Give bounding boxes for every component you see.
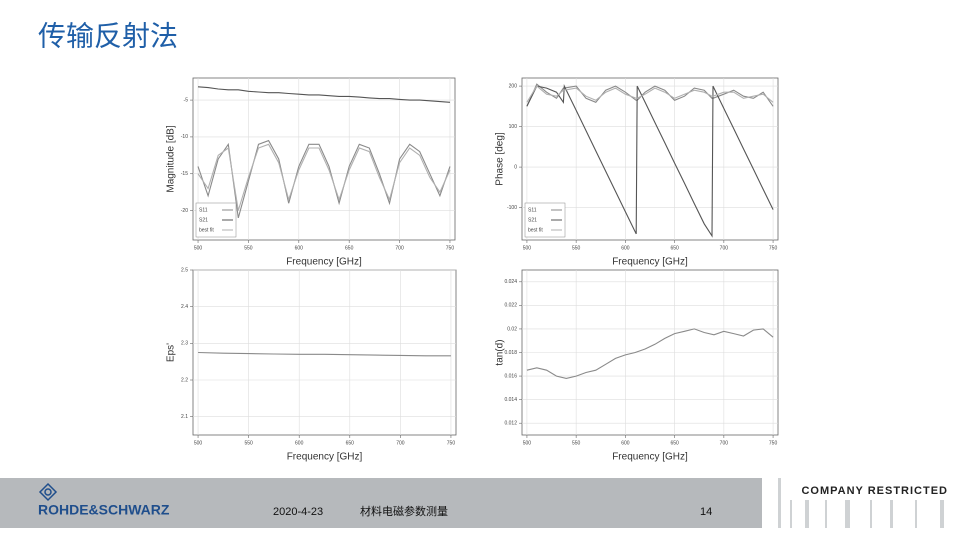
y-tick-label: 0.012 xyxy=(504,421,517,427)
y-tick-label: 0.014 xyxy=(504,397,517,403)
x-tick-label: 550 xyxy=(244,440,253,446)
legend-label: S21 xyxy=(528,217,537,223)
x-tick-label: 750 xyxy=(769,245,778,251)
x-tick-label: 650 xyxy=(670,245,679,251)
x-tick-label: 550 xyxy=(572,245,581,251)
legend-label: S21 xyxy=(199,217,208,223)
x-tick-label: 650 xyxy=(345,245,354,251)
y-tick-label: 0.022 xyxy=(504,303,517,309)
y-tick-label: 0.02 xyxy=(507,326,517,332)
legend-label: S11 xyxy=(528,207,537,213)
x-tick-label: 750 xyxy=(447,440,456,446)
y-tick-label: 2.2 xyxy=(181,377,188,383)
y-tick-label: 0.016 xyxy=(504,373,517,379)
data-line xyxy=(526,85,774,103)
date: 2020-4-23 xyxy=(273,506,323,518)
x-tick-label: 700 xyxy=(720,245,729,251)
slide-title: 传输反射法 xyxy=(38,20,178,51)
data-line xyxy=(197,139,451,219)
logo-icon xyxy=(38,482,58,502)
legend-label: best fit xyxy=(199,227,214,233)
y-tick-label: -15 xyxy=(181,171,188,177)
y-axis-label: Eps' xyxy=(166,343,177,362)
y-axis-label: Magnitude [dB] xyxy=(166,125,177,192)
y-tick-label: -100 xyxy=(507,205,517,211)
x-axis-label: Frequency [GHz] xyxy=(612,257,688,268)
footer-bar xyxy=(0,478,762,528)
x-tick-label: 500 xyxy=(194,440,203,446)
y-axis-label: tan(d) xyxy=(495,339,506,365)
brand: ROHDE&SCHWARZ xyxy=(38,502,170,518)
y-tick-label: 100 xyxy=(509,124,518,130)
y-tick-label: 0.024 xyxy=(504,279,517,285)
x-tick-label: 500 xyxy=(523,245,532,251)
x-tick-label: 600 xyxy=(621,245,630,251)
x-tick-label: 600 xyxy=(295,440,304,446)
y-tick-label: 200 xyxy=(509,83,518,89)
topic: 材料电磁参数测量 xyxy=(360,504,448,518)
x-tick-label: 550 xyxy=(572,440,581,446)
footer-stripes xyxy=(778,478,944,528)
x-tick-label: 700 xyxy=(720,440,729,446)
x-tick-label: 500 xyxy=(523,440,532,446)
x-tick-label: 550 xyxy=(244,245,253,251)
x-axis-label: Frequency [GHz] xyxy=(287,452,363,463)
x-tick-label: 700 xyxy=(395,245,404,251)
page-number: 14 xyxy=(700,506,712,518)
y-tick-label: -10 xyxy=(181,134,188,140)
data-line xyxy=(198,351,451,357)
x-tick-label: 750 xyxy=(769,440,778,446)
x-tick-label: 650 xyxy=(670,440,679,446)
x-tick-label: 600 xyxy=(621,440,630,446)
data-line xyxy=(526,328,774,379)
plot-area xyxy=(192,269,457,436)
y-tick-label: -20 xyxy=(181,208,188,214)
y-tick-label: 0.018 xyxy=(504,350,517,356)
y-tick-label: 2.5 xyxy=(181,267,188,273)
y-tick-label: 2.4 xyxy=(181,304,188,310)
y-axis-label: Phase [deg] xyxy=(495,132,506,186)
x-axis-label: Frequency [GHz] xyxy=(612,452,688,463)
x-axis-label: Frequency [GHz] xyxy=(286,257,362,268)
y-tick-label: 2.1 xyxy=(181,414,188,420)
y-tick-label: -5 xyxy=(184,97,189,103)
x-tick-label: 500 xyxy=(194,245,203,251)
data-line xyxy=(526,83,774,238)
legend-label: best fit xyxy=(528,227,543,233)
y-tick-label: 2.3 xyxy=(181,341,188,347)
y-tick-label: 0 xyxy=(514,164,517,170)
classification: COMPANY RESTRICTED xyxy=(801,485,948,497)
x-tick-label: 750 xyxy=(446,245,455,251)
x-tick-label: 700 xyxy=(396,440,405,446)
x-tick-label: 600 xyxy=(295,245,304,251)
data-line xyxy=(197,143,451,211)
data-line xyxy=(197,86,451,103)
x-tick-label: 650 xyxy=(346,440,355,446)
legend-label: S11 xyxy=(199,207,208,213)
